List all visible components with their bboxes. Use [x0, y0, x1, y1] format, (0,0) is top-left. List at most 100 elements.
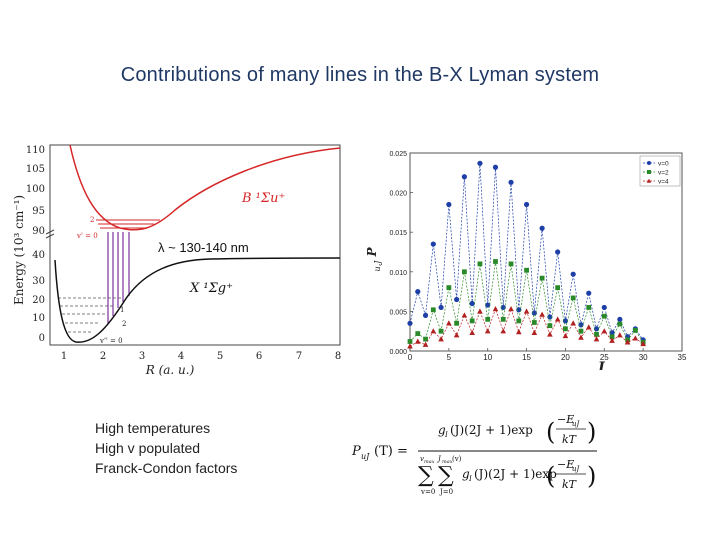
sum2-bottom: J=0 [439, 488, 453, 496]
sum2-top: J [436, 455, 442, 463]
data-point [539, 225, 545, 231]
formula-lhs-arg: (T) = [374, 444, 408, 459]
numerator-paren-right: ) [587, 418, 596, 446]
population-formula: P uJ (T) = g I (J)(2J + 1)exp ( −E uJ kT… [351, 413, 597, 496]
data-point [422, 341, 429, 347]
data-point [585, 324, 592, 330]
data-point [601, 328, 608, 334]
data-point [555, 285, 561, 291]
slide-title: Contributions of many lines in the B-X L… [120, 64, 600, 86]
data-point [609, 334, 615, 340]
data-point [563, 326, 568, 332]
data-point [462, 269, 467, 275]
upper-potential-curve [69, 144, 341, 231]
sum1-sigma: ∑ [418, 463, 434, 488]
data-point [469, 318, 475, 324]
sum2-top-arg: (v) [452, 455, 462, 463]
data-point [516, 318, 522, 324]
denominator-exp-num-sub: uJ [572, 465, 581, 473]
denominator-g: g [462, 467, 470, 481]
sum2-top-sub: max [442, 459, 453, 465]
data-point [430, 241, 436, 247]
x-tick-label: 30 [639, 353, 648, 362]
y-tick-label: 0.010 [389, 270, 407, 277]
x-tick-label: 35 [678, 353, 687, 362]
data-point [508, 179, 514, 185]
data-point [485, 302, 491, 308]
wavelength-label: λ ~ 130-140 nm [158, 240, 249, 255]
data-point [407, 339, 413, 344]
data-point [453, 332, 460, 338]
data-point [593, 336, 600, 342]
data-point [492, 306, 499, 312]
y-tick-label: 100 [26, 184, 45, 195]
data-point [477, 308, 483, 314]
data-point [570, 295, 576, 301]
y-tick-label: 20 [32, 295, 45, 306]
data-point [524, 267, 529, 273]
data-point [407, 320, 413, 326]
sum1-top: v [420, 455, 424, 463]
data-point [531, 329, 538, 335]
data-point [570, 320, 576, 326]
denominator-g-sub: I [468, 475, 472, 483]
data-point [539, 275, 545, 281]
data-point [555, 249, 561, 255]
x-tick-label: 15 [522, 353, 531, 362]
data-point [640, 340, 646, 347]
data-point [632, 328, 638, 333]
data-point [484, 328, 491, 334]
data-point [446, 320, 452, 326]
data-point [594, 331, 599, 337]
x-axis-label: R (a. u.) [145, 363, 195, 377]
legend-marker [647, 161, 651, 165]
y-tick-label: 95 [32, 206, 45, 217]
formula-lhs: P [351, 444, 361, 459]
x-tick-label: 5 [217, 351, 223, 362]
data-point [446, 285, 452, 291]
axis-break-mark [45, 233, 55, 239]
y-tick-label: 110 [26, 145, 45, 156]
data-point [430, 328, 437, 334]
data-point [593, 326, 600, 332]
data-point [547, 323, 553, 329]
x-tick-label: 8 [335, 351, 341, 362]
x-tick-label: 20 [561, 353, 570, 362]
data-point [617, 316, 623, 322]
y-tick-label: 10 [32, 313, 45, 324]
sum2-sigma: ∑ [438, 463, 454, 488]
note-item: Franck-Condon factors [95, 460, 238, 476]
lower-potential-curve [54, 257, 341, 343]
data-point [446, 201, 452, 208]
denominator-exp-num: −E [557, 458, 574, 471]
x-tick-label: 5 [447, 353, 452, 362]
data-point [523, 308, 530, 314]
data-point [485, 316, 491, 322]
x-tick-label: 7 [296, 351, 302, 362]
x-tick-label: 25 [600, 353, 609, 362]
data-point [539, 311, 545, 317]
data-point [508, 261, 514, 267]
data-point [407, 343, 413, 349]
denominator-exp-den: kT [562, 478, 578, 491]
plot-frame [49, 144, 341, 346]
numerator-exp-den: kT [562, 433, 578, 446]
data-point [609, 337, 615, 343]
data-point [531, 320, 537, 325]
numerator-exp-num-sub: uJ [572, 420, 581, 428]
data-point [438, 328, 444, 334]
y-tick-label: 105 [26, 164, 45, 175]
numerator-g-sub: I [444, 431, 448, 439]
sum1-top-sub: max [424, 459, 435, 465]
plot-frame [409, 152, 683, 352]
data-point [493, 259, 498, 264]
legend-marker [646, 178, 652, 183]
data-point [570, 271, 576, 277]
data-point [516, 328, 522, 335]
data-point [617, 321, 623, 327]
denominator-paren-right: ) [587, 462, 596, 490]
x-tick-label: 3 [139, 351, 145, 362]
data-point [461, 312, 468, 318]
axis-break-mark [45, 229, 55, 235]
data-point [469, 300, 475, 307]
